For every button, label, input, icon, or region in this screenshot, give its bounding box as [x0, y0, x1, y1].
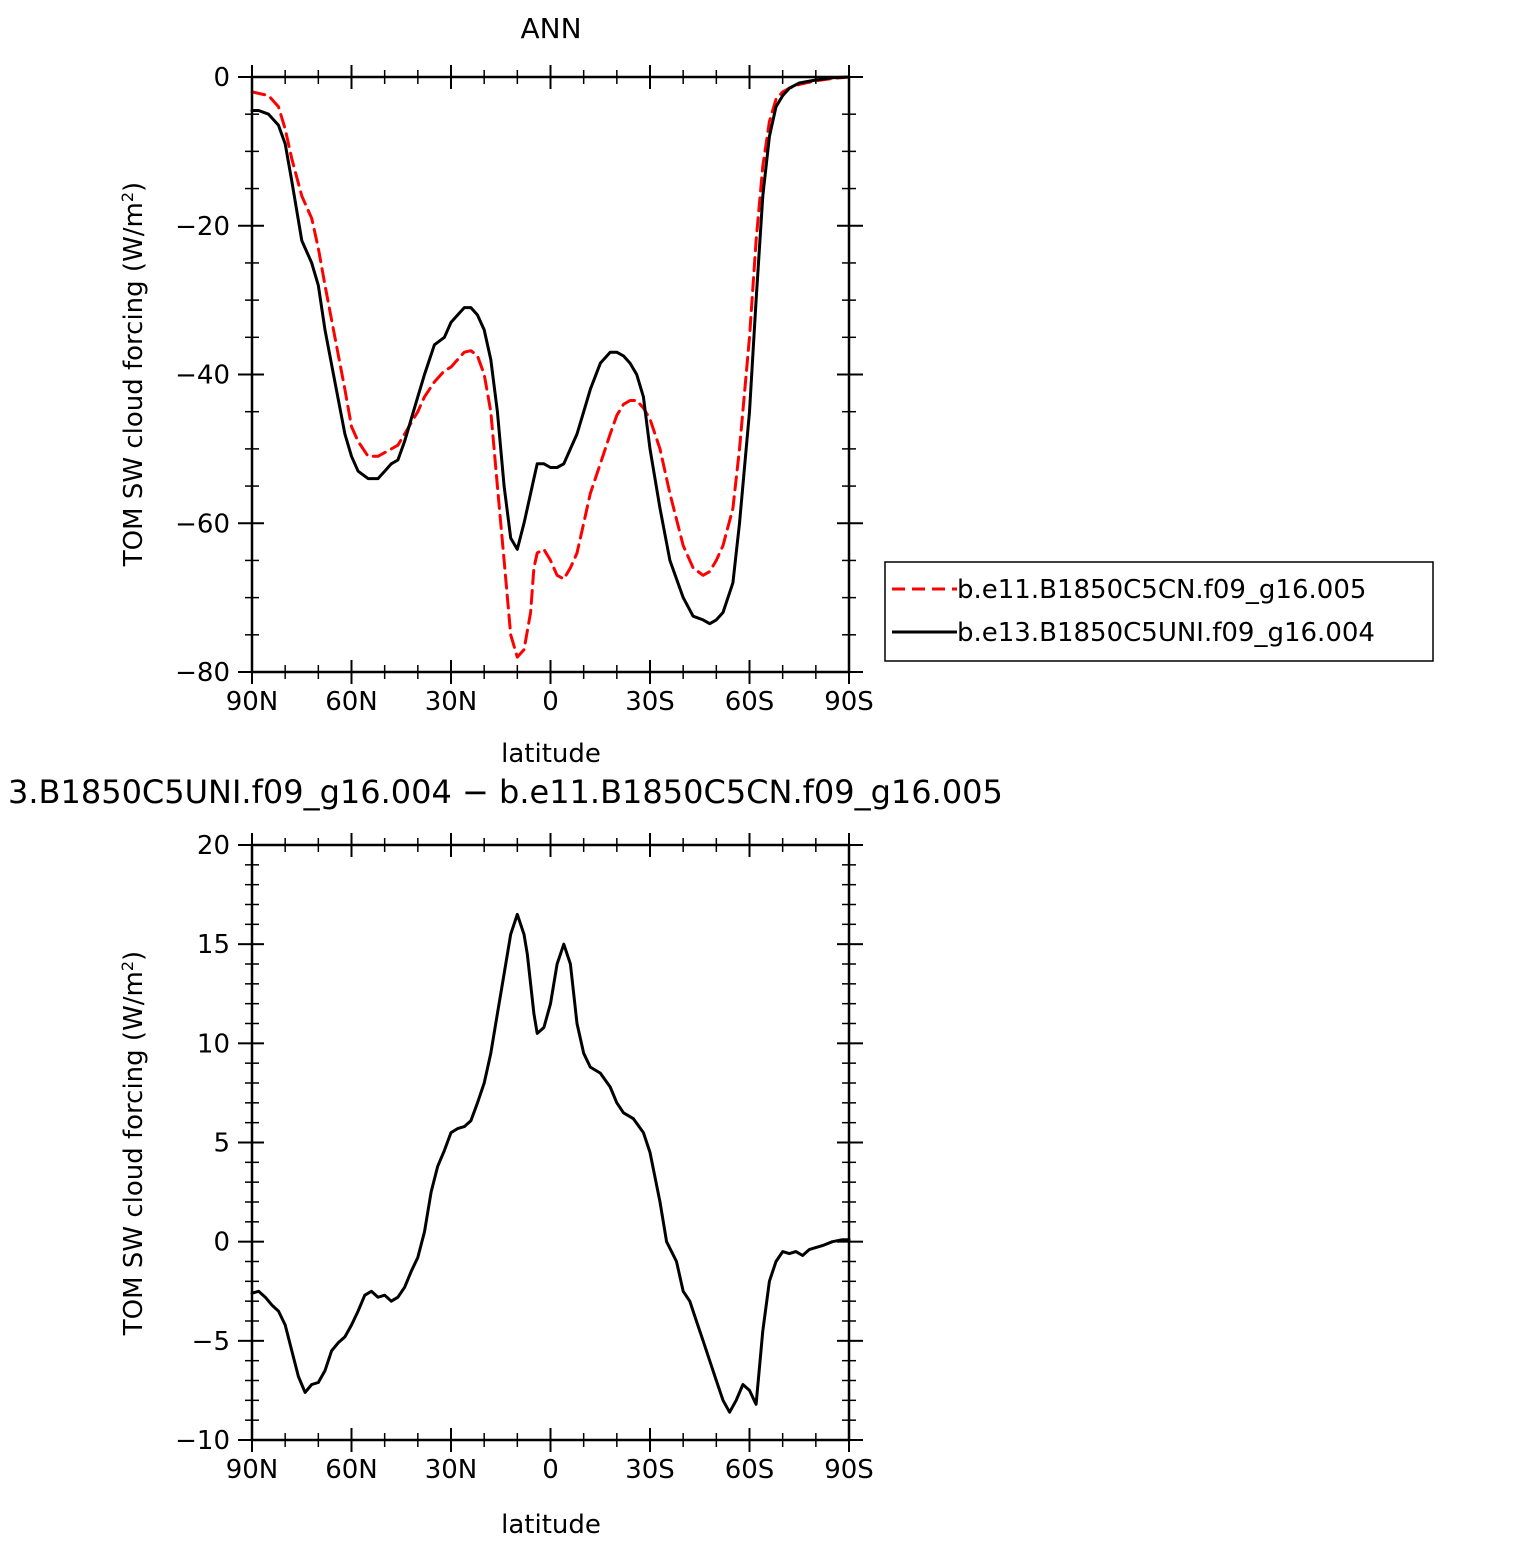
top-y-tick-label: 0 — [213, 63, 230, 93]
bottom-plot-area — [238, 833, 863, 1452]
bot-x-tick-label: 60N — [325, 1455, 378, 1485]
top-x-tick-label: 60S — [725, 687, 775, 717]
bot-y-tick-label: 20 — [197, 831, 230, 861]
top-y-tick-label: −80 — [175, 658, 230, 688]
bot-x-tick-label: 30S — [625, 1455, 675, 1485]
bottom-plot-frame — [250, 843, 851, 1442]
bottom-ticks — [238, 833, 863, 1452]
bottom-y-axis-label-sup: 2 — [118, 961, 137, 971]
top-plot-frame — [250, 75, 851, 674]
legend: b.e11.B1850C5CN.f09_g16.005 b.e13.B1850C… — [884, 561, 1434, 662]
bottom-y-axis-label-main: TOM SW cloud forcing (W/m — [119, 971, 149, 1336]
top-y-axis-label-main: TOM SW cloud forcing (W/m — [119, 202, 149, 567]
bottom-y-axis-label-tail: ) — [119, 951, 149, 961]
top-x-axis-label: latitude — [501, 739, 601, 769]
bot-x-tick-label: 0 — [542, 1455, 559, 1485]
top-y-axis-label-sup: 2 — [118, 192, 137, 202]
top-panel: ANN 0 −20 −40 −60 −80 90N 60N 30N 0 30S 60S 90S la… — [118, 12, 1434, 769]
bot-x-tick-label: 90N — [226, 1455, 279, 1485]
top-x-tick-labels: 90N 60N 30N 0 30S 60S 90S — [226, 687, 874, 717]
bottom-x-axis-label: latitude — [501, 1510, 601, 1540]
top-x-tick-label: 90S — [824, 687, 874, 717]
bottom-y-tick-labels: 20 15 10 5 0 −5 −10 — [175, 831, 230, 1456]
top-ticks — [238, 65, 863, 684]
bot-series-line-1 — [250, 912, 851, 1414]
top-series-lines — [250, 75, 851, 659]
legend-box — [884, 561, 1434, 662]
bot-y-tick-label: 5 — [213, 1129, 230, 1159]
top-y-tick-label: −20 — [175, 212, 230, 242]
bot-y-tick-label: 10 — [197, 1029, 230, 1059]
bottom-panel: 3.B1850C5UNI.f09_g16.004 − b.e11.B1850C5… — [8, 773, 1003, 1540]
bottom-panel-title: 3.B1850C5UNI.f09_g16.004 − b.e11.B1850C5… — [8, 773, 1003, 811]
top-y-axis-label-tail: ) — [119, 182, 149, 192]
bottom-y-axis-label: TOM SW cloud forcing (W/m2) — [118, 951, 150, 1336]
bot-y-tick-label: −5 — [192, 1327, 230, 1357]
top-y-tick-label: −60 — [175, 509, 230, 539]
legend-label-series-1: b.e11.B1850C5CN.f09_g16.005 — [957, 575, 1366, 605]
top-x-tick-label: 60N — [325, 687, 378, 717]
top-x-tick-label: 90N — [226, 687, 279, 717]
top-series-line-2 — [250, 75, 851, 626]
legend-label-series-2: b.e13.B1850C5UNI.f09_g16.004 — [957, 618, 1375, 648]
top-x-tick-label: 0 — [542, 687, 559, 717]
top-y-tick-labels: 0 −20 −40 −60 −80 — [175, 63, 230, 688]
bot-x-tick-label: 90S — [824, 1455, 874, 1485]
top-plot-area — [238, 65, 863, 684]
top-x-tick-label: 30N — [425, 687, 478, 717]
bot-x-tick-label: 60S — [725, 1455, 775, 1485]
top-series-line-1 — [250, 75, 851, 659]
top-y-tick-label: −40 — [175, 361, 230, 391]
top-y-axis-label: TOM SW cloud forcing (W/m2) — [118, 182, 150, 567]
bot-y-tick-label: 15 — [197, 930, 230, 960]
bot-y-tick-label: 0 — [213, 1228, 230, 1258]
bot-x-tick-label: 30N — [425, 1455, 478, 1485]
top-panel-title: ANN — [520, 12, 581, 45]
bottom-series-lines — [250, 912, 851, 1414]
top-x-tick-label: 30S — [625, 687, 675, 717]
bottom-x-tick-labels: 90N 60N 30N 0 30S 60S 90S — [226, 1455, 874, 1485]
bot-y-tick-label: −10 — [175, 1426, 230, 1456]
